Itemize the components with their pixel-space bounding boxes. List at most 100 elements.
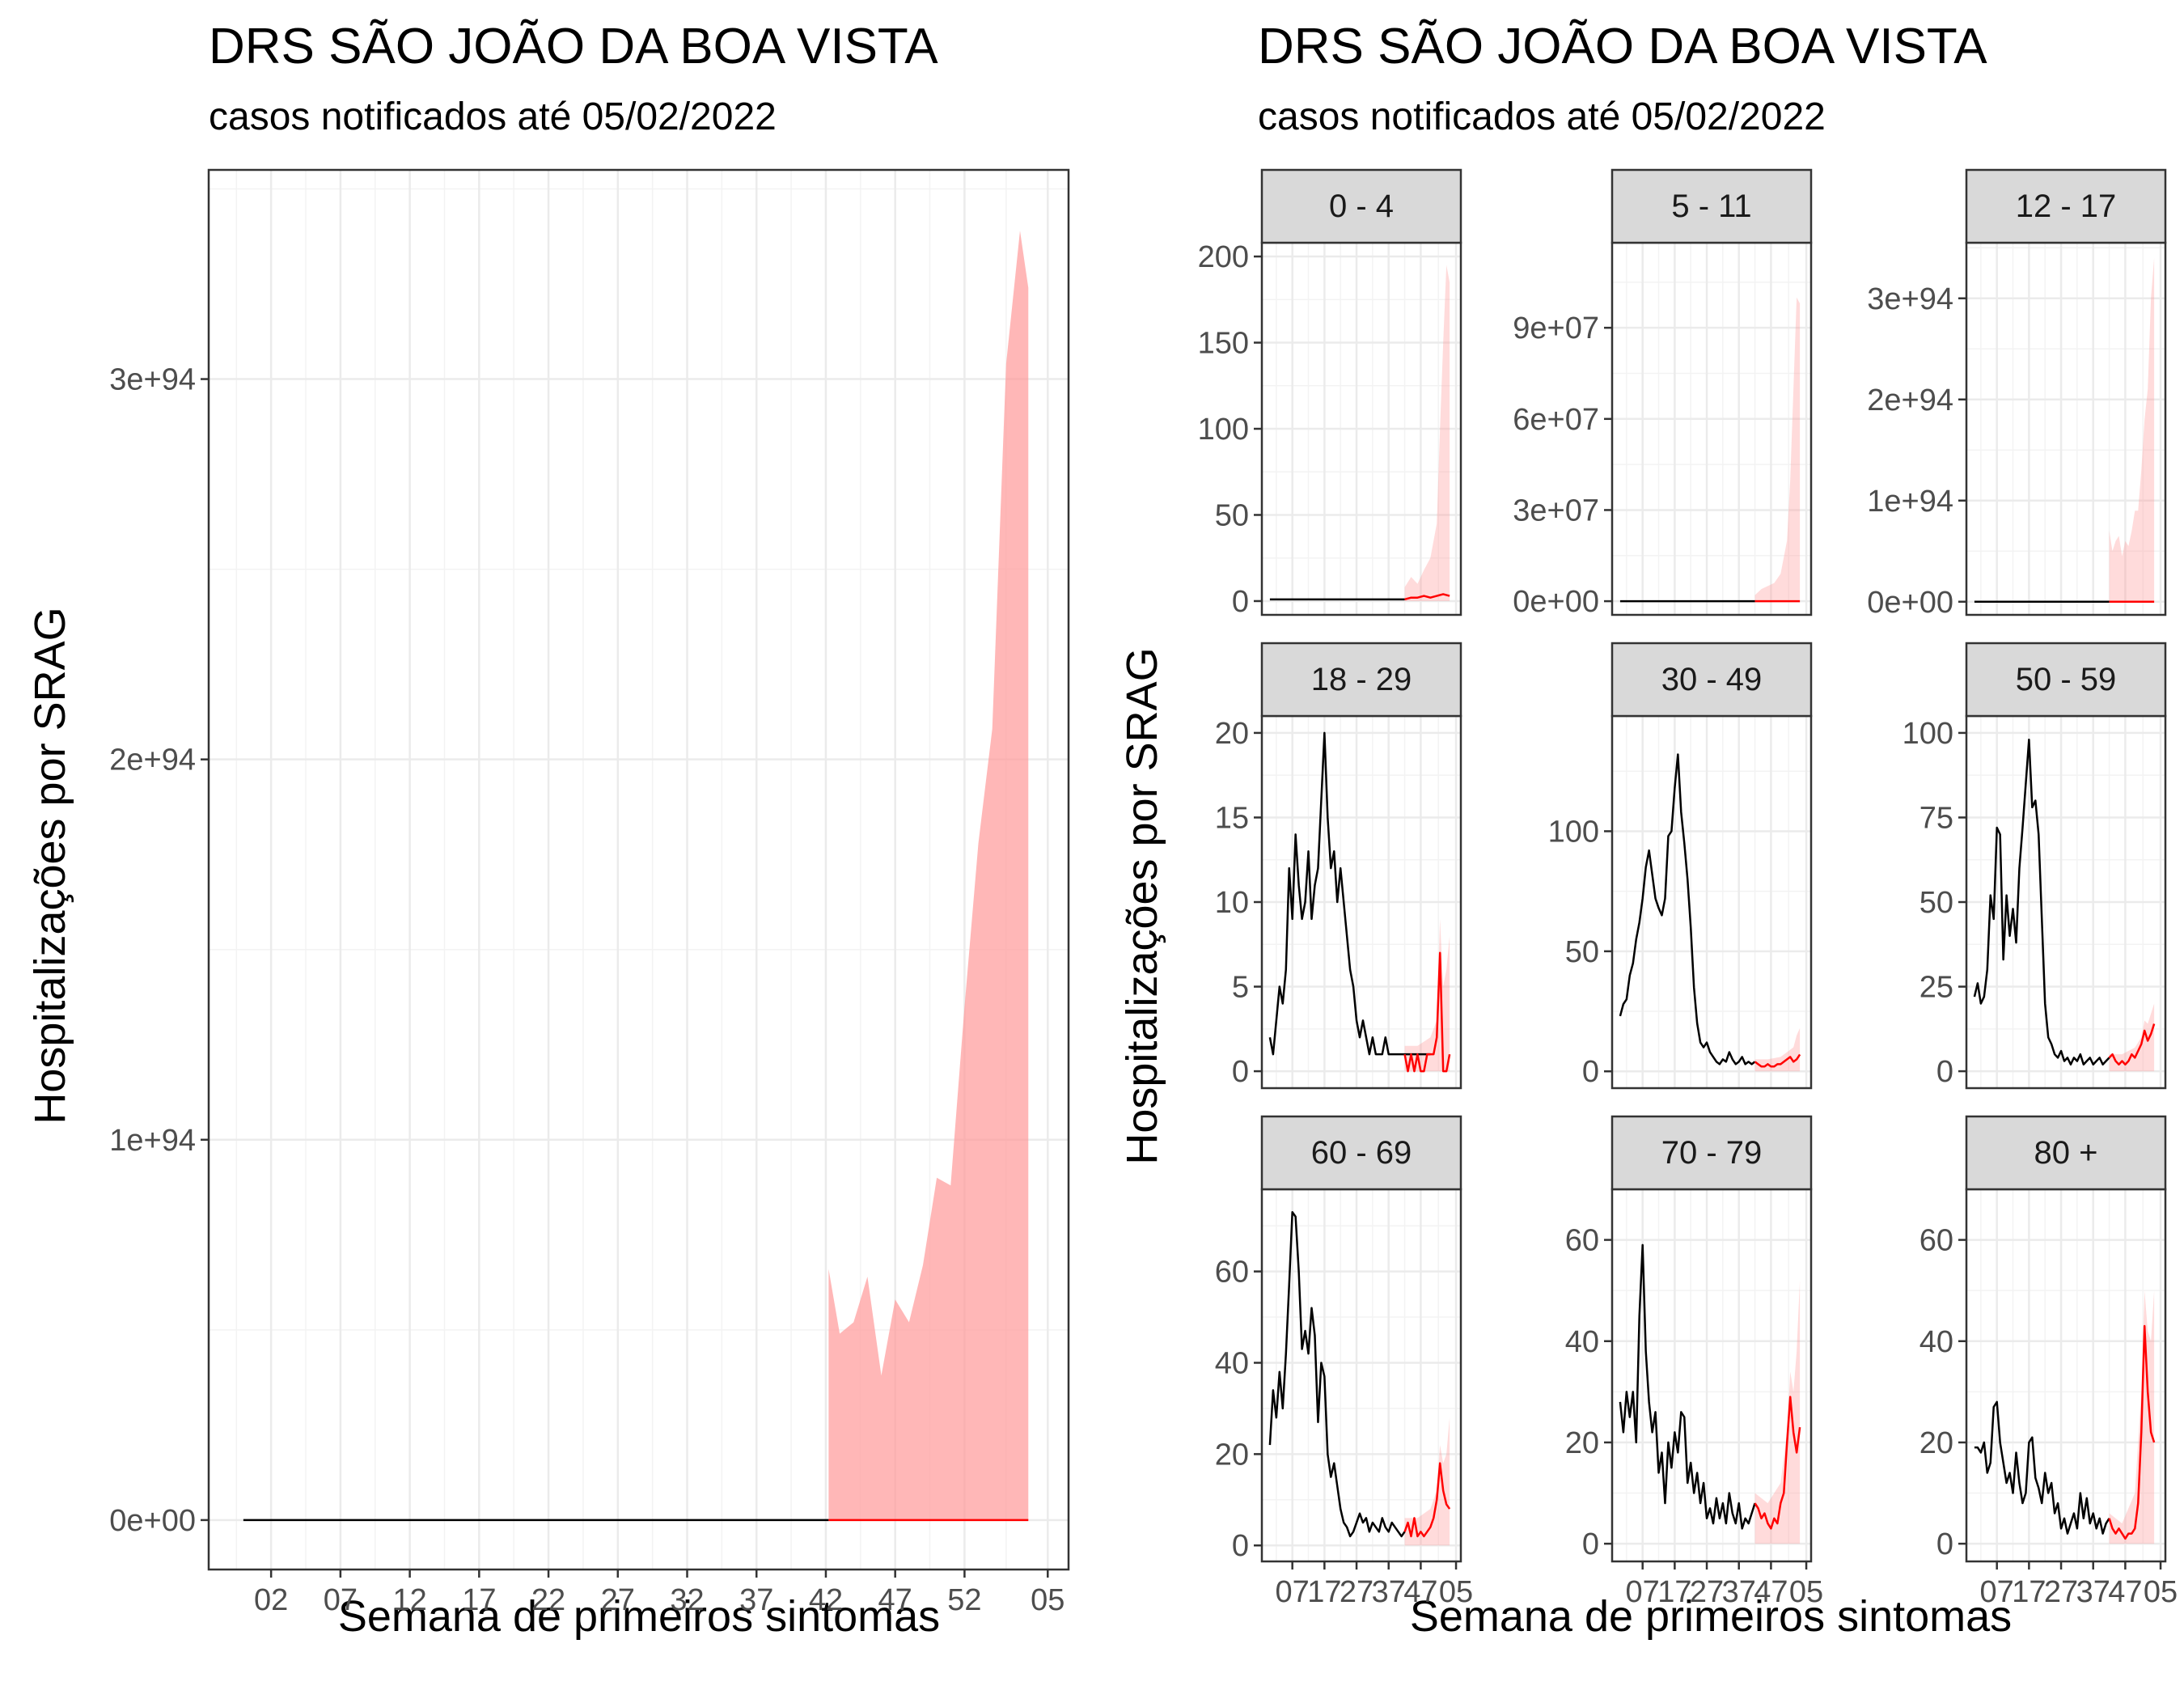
facet-strip — [1965, 642, 2167, 718]
x-tick-label: 37 — [1372, 1575, 1406, 1609]
nowcast-series-line — [1403, 1462, 1451, 1538]
nowcast-band-area — [1404, 1417, 1450, 1546]
y-tick-label: 60 — [1215, 1256, 1249, 1290]
nowcast-band-area — [1404, 265, 1450, 601]
y-tick-label: 1e+94 — [1867, 485, 1953, 519]
y-tick-label: 50 — [1215, 498, 1249, 532]
panel-border — [207, 168, 1070, 1571]
y-tick-label: 3e+94 — [1867, 282, 1953, 316]
y-tick-label: 0e+00 — [109, 1504, 196, 1538]
right-chart-subtitle: casos notificados até 05/02/2022 — [1258, 95, 1826, 138]
y-tick-label: 0e+00 — [1867, 586, 1953, 620]
y-tick-label: 20 — [1215, 1438, 1249, 1472]
y-tick-label: 6e+07 — [1513, 403, 1599, 437]
x-tick-label: 37 — [2076, 1575, 2110, 1609]
left-chart-subtitle: casos notificados até 05/02/2022 — [209, 95, 777, 138]
nowcast-band-area — [1754, 297, 1801, 602]
facet-strip — [1965, 168, 2167, 244]
panel-background — [1966, 1189, 2165, 1561]
facet-strip-label: 18 - 29 — [1311, 662, 1412, 697]
y-tick-label: 60 — [1919, 1224, 1953, 1258]
nowcast-band-area — [1754, 1280, 1801, 1544]
y-tick-label: 50 — [1919, 886, 1953, 920]
x-tick-label: 05 — [1789, 1575, 1823, 1609]
main-chart-panel: 0e+00 1e+94 2e+94 3e+94 02 07 12 17 22 27 32 37 42 47… — [109, 168, 1070, 1617]
x-tick-label: 07 — [1980, 1575, 2014, 1609]
y-tick-label: 25 — [1919, 971, 1953, 1005]
y-tick-label: 15 — [1215, 801, 1249, 835]
observed-series-line — [1973, 739, 2110, 1065]
x-tick-label: 37 — [1722, 1575, 1756, 1609]
y-tick-label: 0 — [1232, 1055, 1249, 1089]
y-tick-label: 0 — [1582, 1527, 1599, 1561]
x-tick-label: 27 — [1340, 1575, 1373, 1609]
x-tick-label: 05 — [1439, 1575, 1473, 1609]
y-tick-label: 2e+94 — [1867, 383, 1953, 417]
panel-background — [1966, 243, 2165, 615]
x-tick-label: 07 — [1626, 1575, 1660, 1609]
x-tick-label: 47 — [1403, 1575, 1437, 1609]
facet-strip-label: 30 - 49 — [1661, 662, 1763, 697]
x-tick-label: 22 — [531, 1583, 565, 1617]
y-tick-label: 5 — [1232, 971, 1249, 1005]
facet-strip — [1610, 168, 1813, 244]
x-tick-label: 27 — [1690, 1575, 1724, 1609]
facet-panel: 0 5 10 15 20 18 - 29 — [1215, 642, 1462, 1090]
y-tick-label: 3e+94 — [109, 363, 196, 397]
x-tick-label: 02 — [254, 1583, 288, 1617]
facet-panel: 0e+00 1e+94 2e+94 3e+94 12 - 17 — [1867, 168, 2167, 620]
facet-strip — [1965, 1115, 2167, 1191]
nowcast-series-line — [1404, 593, 1450, 601]
facet-panel: 0 50 100 150 200 0 - 4 — [1198, 168, 1462, 619]
y-tick-label: 0 — [1936, 1055, 1953, 1089]
nowcast-series-line — [2108, 1023, 2156, 1065]
y-tick-label: 9e+07 — [1513, 311, 1599, 345]
facet-strip — [1260, 168, 1462, 244]
facet-strip-label: 50 - 59 — [2016, 662, 2117, 697]
nowcast-band-area — [828, 231, 1029, 1520]
y-tick-label: 20 — [1919, 1426, 1953, 1460]
nowcast-band-area — [2109, 1003, 2155, 1072]
x-tick-label: 17 — [462, 1583, 496, 1617]
nowcast-band-area — [1754, 1027, 1801, 1072]
x-tick-label: 05 — [2144, 1575, 2178, 1609]
left-chart-title: DRS SÃO JOÃO DA BOA VISTA — [209, 19, 938, 74]
facet-panel: 0 50 100 30 - 49 — [1548, 642, 1813, 1090]
y-tick-label: 40 — [1215, 1346, 1249, 1380]
x-tick-label: 17 — [1657, 1575, 1691, 1609]
observed-series-line — [1268, 731, 1431, 1056]
right-y-axis-title: Hospitalizações por SRAG — [1118, 647, 1166, 1164]
panel-background — [1612, 243, 1811, 615]
x-tick-label: 47 — [878, 1583, 912, 1617]
facet-strip — [1260, 642, 1462, 718]
facet-strip-label: 70 - 79 — [1661, 1135, 1763, 1171]
left-x-axis-title: Semana de primeiros sintomas — [338, 1592, 940, 1641]
x-tick-label: 17 — [2012, 1575, 2046, 1609]
nowcast-series-line — [2108, 1324, 2156, 1540]
x-tick-label: 47 — [2108, 1575, 2142, 1609]
nowcast-band-area — [1404, 918, 1450, 1072]
right-chart-title: DRS SÃO JOÃO DA BOA VISTA — [1258, 19, 1987, 74]
y-tick-label: 40 — [1919, 1325, 1953, 1359]
y-tick-label: 3e+07 — [1513, 494, 1599, 527]
y-tick-label: 2e+94 — [109, 743, 196, 777]
y-tick-label: 0e+00 — [1513, 585, 1599, 619]
y-tick-label: 10 — [1215, 886, 1249, 920]
panel-background — [1612, 1189, 1811, 1561]
y-tick-label: 150 — [1198, 327, 1249, 361]
y-tick-label: 20 — [1215, 717, 1249, 751]
y-tick-label: 75 — [1919, 801, 1953, 835]
nowcast-series-line — [1754, 1053, 1801, 1068]
y-tick-label: 0 — [1232, 585, 1249, 619]
y-tick-label: 100 — [1903, 717, 1953, 751]
facet-panel: 0e+00 3e+07 6e+07 9e+07 5 - 11 — [1513, 168, 1813, 619]
y-tick-label: 50 — [1565, 935, 1599, 969]
nowcast-band-area — [2109, 257, 2155, 602]
facet-strip-label: 12 - 17 — [2016, 189, 2117, 224]
x-tick-label: 27 — [601, 1583, 635, 1617]
left-panel: 0e+00 1e+94 2e+94 3e+94 02 07 12 17 22 27 32 37 42 47… — [109, 168, 1070, 1617]
